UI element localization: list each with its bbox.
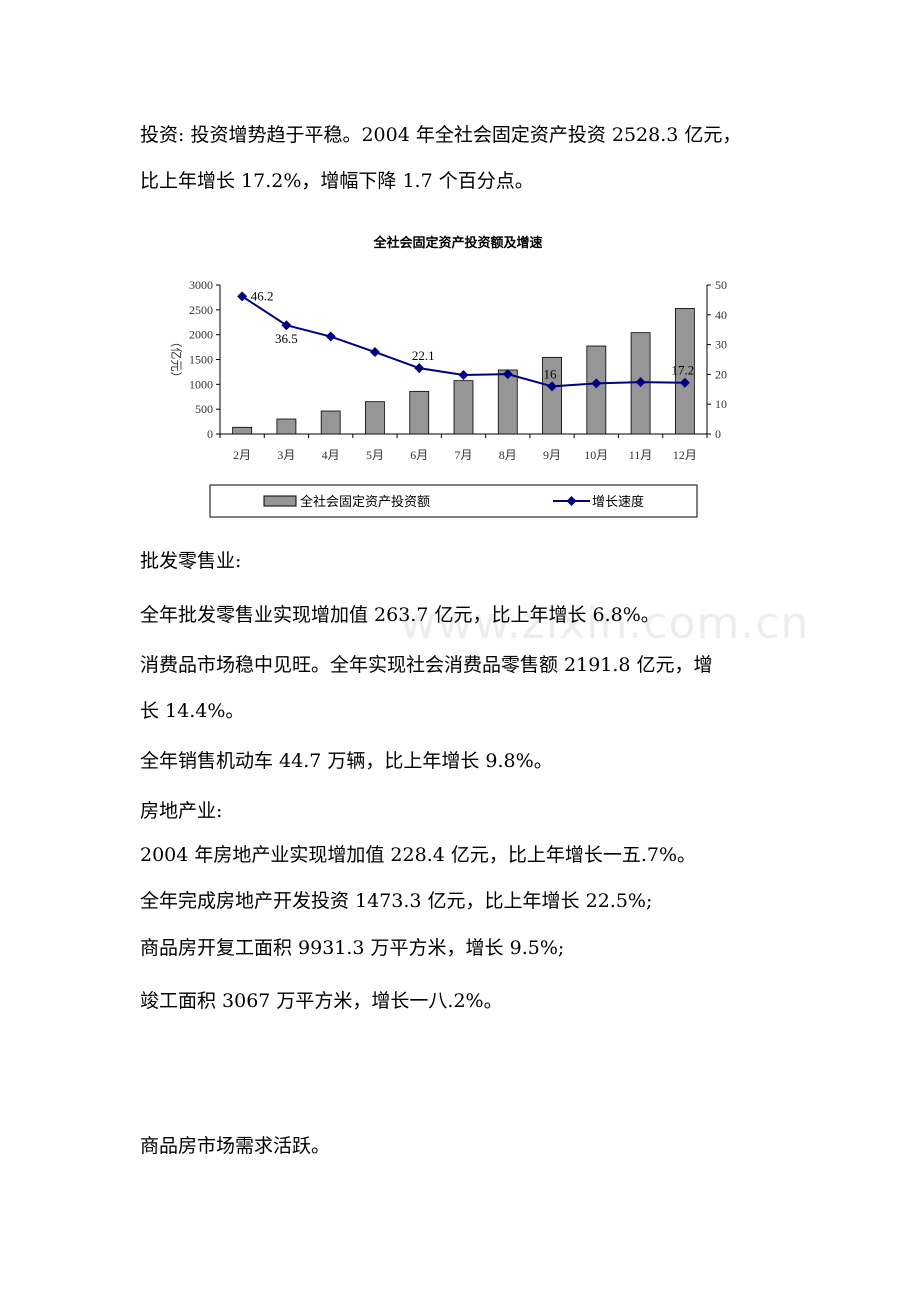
bar: [542, 356, 562, 435]
bar: [232, 426, 253, 435]
bar: [409, 390, 430, 435]
bar: [674, 308, 695, 435]
x-tick-label: 8月: [499, 448, 517, 462]
legend-line-marker: [566, 496, 577, 506]
paragraph-line: 房地产业:: [140, 800, 223, 822]
data-label: 36.5: [275, 331, 298, 346]
bar: [586, 345, 607, 435]
data-label: 17.2: [671, 363, 694, 378]
line-marker: [237, 291, 248, 302]
left-axis-label: （亿元）: [169, 335, 184, 383]
data-label: 16: [544, 366, 558, 381]
line-marker: [458, 369, 469, 380]
legend-line-label: 增长速度: [592, 494, 644, 510]
right-tick-label: 10: [715, 397, 727, 411]
data-label: 46.2: [251, 288, 274, 303]
x-tick-label: 7月: [454, 448, 472, 462]
line-marker: [547, 381, 558, 392]
paragraph-line: 消费品市场稳中见旺。全年实现社会消费品零售额 2191.8 亿元，增: [140, 654, 713, 676]
investment-chart: 全社会固定资产投资额及增速 0 500 1000 1500 2000 2500 3000 0 1…: [169, 235, 727, 518]
right-tick-label: 20: [715, 367, 727, 381]
bar: [497, 369, 518, 435]
paragraph-line: 商品房市场需求活跃。: [140, 1135, 331, 1157]
x-tick-label: 10月: [584, 448, 608, 462]
paragraph-line: 投资: 投资增势趋于平稳。2004 年全社会固定资产投资 2528.3 亿元，: [140, 124, 742, 146]
paragraph-line: 商品房开复工面积 9931.3 万平方米，增长 9.5%;: [140, 937, 565, 959]
paragraph-line: 2004 年房地产业实现增加值 228.4 亿元，比上年增长一五.7%。: [140, 844, 697, 866]
paragraph-line: 长 14.4%。: [140, 700, 245, 722]
x-tick-label: 3月: [277, 448, 295, 462]
x-tick-label: 9月: [543, 448, 561, 462]
left-tick-label: 2500: [189, 303, 213, 317]
line-marker: [591, 378, 602, 389]
paragraph-line: 比上年增长 17.2%，增幅下降 1.7 个百分点。: [140, 170, 534, 192]
left-tick-label: 500: [195, 402, 213, 416]
watermark: www.zixin.com.cn: [400, 598, 810, 649]
x-tick-label: 2月: [233, 448, 251, 462]
line-marker: [635, 377, 646, 388]
x-tick-label: 5月: [366, 448, 384, 462]
bar: [453, 380, 474, 435]
data-label: 22.1: [412, 348, 435, 363]
left-tick-label: 0: [207, 427, 213, 441]
left-tick-label: 2000: [189, 328, 213, 342]
right-tick-label: 40: [715, 308, 727, 322]
bar: [320, 410, 341, 435]
left-tick-label: 1500: [189, 353, 213, 367]
left-tick-label: 1000: [189, 377, 213, 391]
paragraph-line: 全年销售机动车 44.7 万辆，比上年增长 9.8%。: [140, 750, 553, 772]
right-tick-label: 0: [715, 427, 721, 441]
bar: [276, 418, 297, 435]
legend-bar-label: 全社会固定资产投资额: [300, 494, 430, 510]
x-tick-label: 12月: [673, 448, 697, 462]
paragraph-line: 批发零售业:: [140, 550, 242, 572]
x-tick-label: 6月: [410, 448, 428, 462]
line-marker: [369, 347, 380, 358]
left-tick-label: 3000: [189, 278, 213, 292]
x-tick-label: 4月: [322, 448, 340, 462]
line-marker: [414, 363, 425, 374]
chart-title: 全社会固定资产投资额及增速: [372, 235, 542, 251]
bar: [365, 401, 385, 435]
line-marker: [679, 377, 690, 388]
line-marker: [281, 320, 292, 331]
paragraph-line: 全年完成房地产开发投资 1473.3 亿元，比上年增长 22.5%;: [140, 890, 653, 912]
right-tick-label: 50: [715, 278, 727, 292]
x-tick-label: 11月: [629, 448, 653, 462]
line-marker: [325, 331, 336, 342]
paragraph-line: 竣工面积 3067 万平方米，增长一八.2%。: [140, 990, 503, 1012]
line-marker: [502, 369, 513, 380]
paragraph-line: 全年批发零售业实现增加值 263.7 亿元，比上年增长 6.8%。: [140, 604, 660, 626]
legend-bar-swatch: [263, 495, 297, 507]
right-tick-label: 30: [715, 338, 727, 352]
